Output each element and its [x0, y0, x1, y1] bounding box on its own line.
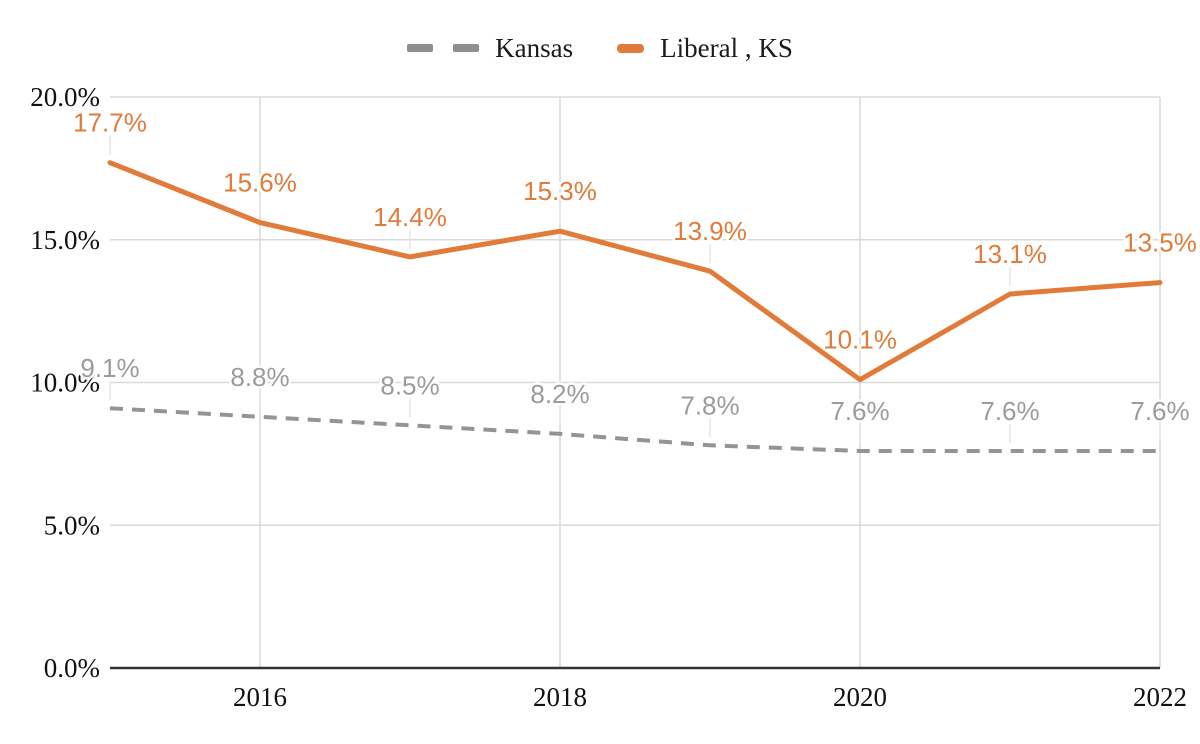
legend-item-kansas: Kansas	[407, 32, 574, 63]
legend-label-kansas: Kansas	[495, 32, 574, 63]
data-point-label: 7.6%	[830, 396, 889, 426]
y-axis-tick-label: 0.0%	[44, 653, 100, 683]
chart-legend: Kansas Liberal , KS	[0, 33, 1200, 63]
x-axis-tick-label: 2018	[533, 682, 587, 712]
y-axis-tick-label: 10.0%	[30, 368, 100, 398]
x-axis-tick-label: 2022	[1133, 682, 1187, 712]
liberal-ks-line	[107, 160, 1163, 383]
y-axis-tick-label: 15.0%	[30, 225, 100, 255]
x-axis-tick-label: 2020	[833, 682, 887, 712]
y-axis-tick-label: 5.0%	[44, 510, 100, 540]
data-point-label: 8.2%	[530, 379, 589, 409]
legend-label-liberal-ks: Liberal , KS	[660, 32, 793, 63]
data-point-label: 8.5%	[380, 370, 439, 400]
data-point-label: 13.1%	[973, 239, 1047, 269]
data-point-label: 17.7%	[73, 108, 147, 138]
data-point-label: 7.6%	[1130, 396, 1189, 426]
data-point-label: 9.1%	[80, 353, 139, 383]
data-point-label: 13.9%	[673, 216, 747, 246]
data-point-label: 13.5%	[1123, 228, 1197, 258]
kansas-dashed-line-swatch	[407, 44, 480, 52]
data-point-label: 8.8%	[230, 362, 289, 392]
data-point-label: 7.8%	[680, 390, 739, 420]
data-point-label: 15.3%	[523, 176, 597, 206]
x-axis-tick-label: 2016	[233, 682, 287, 712]
legend-item-liberal-ks: Liberal , KS	[617, 32, 793, 63]
data-point-label: 7.6%	[980, 396, 1039, 426]
liberal-ks-solid-line-swatch	[617, 43, 645, 53]
data-point-label: 15.6%	[223, 168, 297, 198]
data-point-label: 14.4%	[373, 202, 447, 232]
data-point-label: 10.1%	[823, 325, 897, 355]
y-axis-tick-label: 20.0%	[30, 82, 100, 112]
